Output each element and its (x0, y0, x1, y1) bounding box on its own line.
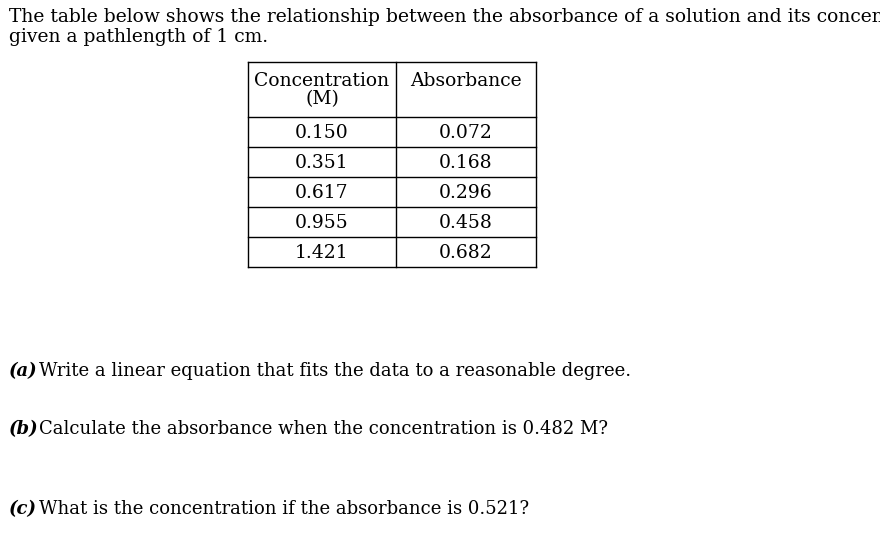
Text: 0.682: 0.682 (439, 244, 493, 262)
Text: 0.617: 0.617 (295, 184, 348, 202)
Text: (a): (a) (9, 362, 38, 380)
Text: given a pathlength of 1 cm.: given a pathlength of 1 cm. (9, 28, 268, 46)
Text: The table below shows the relationship between the absorbance of a solution and : The table below shows the relationship b… (9, 8, 880, 26)
Text: 0.150: 0.150 (295, 124, 348, 142)
Text: 0.072: 0.072 (439, 124, 493, 142)
Text: 0.955: 0.955 (295, 214, 348, 232)
Text: (b): (b) (9, 420, 39, 438)
Text: 0.296: 0.296 (439, 184, 493, 202)
Text: What is the concentration if the absorbance is 0.521?: What is the concentration if the absorba… (39, 500, 529, 518)
Text: Write a linear equation that fits the data to a reasonable degree.: Write a linear equation that fits the da… (39, 362, 631, 380)
Text: Concentration: Concentration (254, 72, 390, 90)
Text: 0.351: 0.351 (295, 154, 348, 172)
Text: (M): (M) (305, 90, 339, 108)
Text: 1.421: 1.421 (295, 244, 348, 262)
Text: (c): (c) (9, 500, 37, 518)
Text: Absorbance: Absorbance (410, 72, 522, 90)
Text: Calculate the absorbance when the concentration is 0.482 M?: Calculate the absorbance when the concen… (39, 420, 608, 438)
Text: 0.168: 0.168 (439, 154, 493, 172)
Text: 0.458: 0.458 (439, 214, 493, 232)
